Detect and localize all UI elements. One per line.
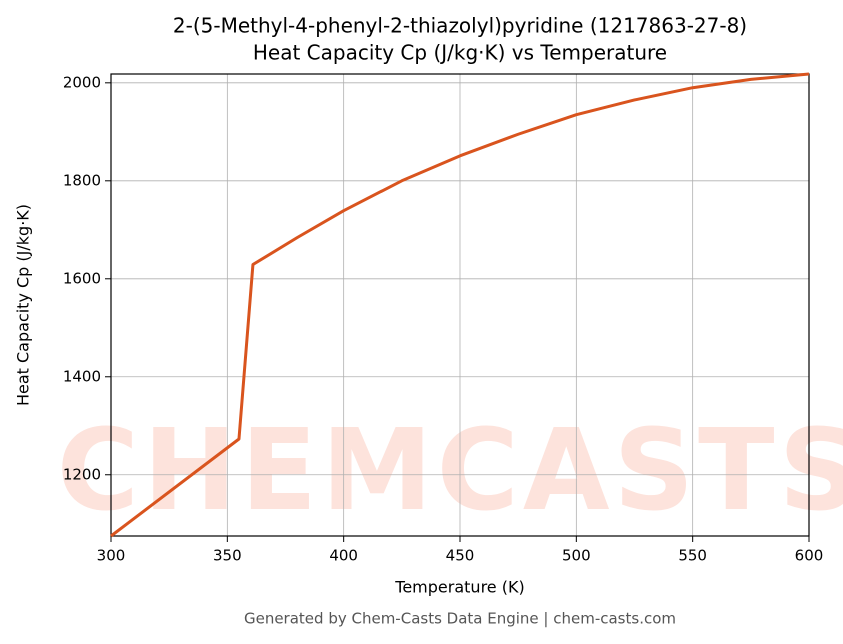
chart-subtitle: Heat Capacity Cp (J/kg·K) vs Temperature	[253, 41, 667, 65]
x-tick-label: 600	[795, 547, 824, 565]
x-axis-label: Temperature (K)	[394, 578, 524, 597]
plot-frame	[110, 73, 810, 537]
x-tick-label: 400	[329, 547, 358, 565]
x-tick-label: 350	[213, 547, 242, 565]
y-tick-label: 2000	[63, 73, 101, 91]
y-tick-label: 1200	[63, 465, 101, 483]
footer: Generated by Chem-Casts Data Engine | ch…	[244, 610, 676, 628]
x-tick-label: 300	[97, 547, 126, 565]
y-tick-label: 1400	[63, 367, 101, 385]
watermark: CHEMCASTS	[57, 406, 843, 536]
y-axis-label: Heat Capacity Cp (J/kg·K)	[14, 204, 33, 406]
chart-title: 2-(5-Methyl-4-phenyl-2-thiazolyl)pyridin…	[173, 14, 747, 38]
y-tick-label: 1600	[63, 269, 101, 287]
data-line	[110, 72, 810, 538]
x-tick-label: 450	[446, 547, 475, 565]
x-tick-label: 500	[562, 547, 591, 565]
x-tick-label: 550	[678, 547, 707, 565]
y-tick-label: 1800	[63, 171, 101, 189]
